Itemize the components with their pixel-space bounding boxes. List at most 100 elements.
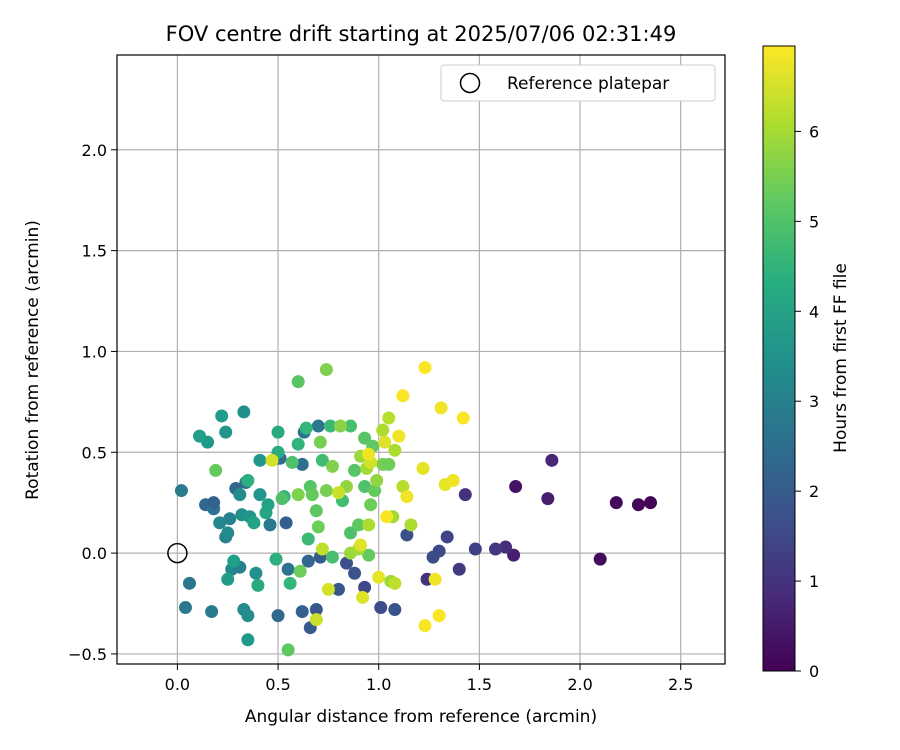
data-point	[593, 552, 607, 566]
data-point	[291, 437, 305, 451]
data-point	[215, 409, 229, 423]
data-point	[263, 518, 277, 532]
data-point	[333, 419, 347, 433]
data-point	[331, 486, 345, 500]
scatter-points	[174, 361, 658, 657]
colorbar-label: Hours from first FF file	[831, 263, 851, 453]
data-point	[251, 578, 265, 592]
data-point	[344, 419, 358, 433]
data-point	[340, 556, 354, 570]
data-point	[285, 455, 299, 469]
data-point	[416, 461, 430, 475]
data-point	[207, 496, 221, 510]
x-tick-label: 1.5	[467, 675, 492, 694]
data-point	[541, 492, 555, 506]
data-point	[376, 423, 390, 437]
data-point	[631, 498, 645, 512]
data-point	[301, 554, 315, 568]
x-axis-ticks: 0.0 0.5 1.0 1.5 2.0 2.5	[165, 664, 693, 694]
data-point	[265, 453, 279, 467]
colorbar-tick-label: 2	[809, 482, 819, 501]
data-point	[358, 431, 372, 445]
data-point	[309, 504, 323, 518]
data-point	[356, 590, 370, 604]
x-tick-label: 0.0	[165, 675, 190, 694]
y-tick-label: 1.5	[82, 242, 107, 261]
data-point	[219, 425, 233, 439]
data-point	[352, 518, 366, 532]
data-point	[241, 609, 255, 623]
data-point	[275, 492, 289, 506]
y-axis-label: Rotation from reference (arcmin)	[23, 220, 43, 500]
plot-frame	[116, 54, 726, 665]
data-point	[545, 453, 559, 467]
colorbar-tick-label: 0	[809, 662, 819, 681]
data-point	[271, 425, 285, 439]
data-point	[227, 554, 241, 568]
data-point	[309, 613, 323, 627]
data-point	[396, 480, 410, 494]
data-point	[370, 473, 384, 487]
reference-marker	[167, 542, 188, 564]
legend-label: Reference platepar	[507, 74, 669, 94]
data-point	[458, 488, 472, 502]
data-point	[378, 435, 392, 449]
data-point	[313, 435, 327, 449]
data-point	[241, 473, 255, 487]
data-point	[293, 564, 307, 578]
y-tick-label: 0.5	[82, 443, 107, 462]
data-point	[488, 542, 502, 556]
y-tick-label: −0.5	[68, 645, 107, 664]
data-point	[295, 605, 309, 619]
data-point	[507, 548, 521, 562]
data-point	[509, 480, 523, 494]
data-point	[428, 572, 442, 586]
data-point	[426, 550, 440, 564]
colorbar-ticks: 0 1 2 3 4 5 6	[795, 122, 819, 681]
data-point	[247, 516, 261, 530]
data-point	[301, 532, 315, 546]
data-point	[221, 526, 235, 540]
legend-box	[440, 64, 716, 102]
data-point	[209, 463, 223, 477]
data-point	[644, 496, 658, 510]
data-point	[213, 516, 227, 530]
data-point	[388, 603, 402, 617]
data-point	[362, 518, 376, 532]
data-point	[396, 389, 410, 403]
data-point	[315, 453, 329, 467]
data-point	[174, 484, 188, 498]
data-point	[315, 542, 329, 556]
colorbar-tick-label: 3	[809, 392, 819, 411]
data-point	[331, 582, 345, 596]
data-point	[269, 552, 283, 566]
x-axis-label: Angular distance from reference (arcmin)	[245, 707, 597, 727]
data-point	[193, 429, 207, 443]
data-point	[388, 576, 402, 590]
x-tick-label: 2.0	[567, 675, 592, 694]
legend: Reference platepar	[440, 64, 716, 102]
data-point	[362, 548, 376, 562]
data-point	[325, 459, 339, 473]
x-tick-label: 2.5	[668, 675, 693, 694]
data-point	[440, 530, 454, 544]
data-point	[418, 619, 432, 633]
data-point	[368, 484, 382, 498]
data-point	[499, 540, 513, 554]
data-point	[380, 510, 394, 524]
data-point	[205, 605, 219, 619]
data-point	[182, 576, 196, 590]
data-point	[237, 405, 251, 419]
x-tick-label: 1.0	[366, 675, 391, 694]
data-point	[283, 576, 297, 590]
data-point	[404, 518, 418, 532]
data-point	[249, 566, 263, 580]
data-point	[348, 463, 362, 477]
colorbar	[762, 45, 796, 672]
data-point	[392, 429, 406, 443]
data-point	[362, 447, 376, 461]
data-point	[253, 488, 267, 502]
data-point	[344, 526, 358, 540]
data-point	[325, 550, 339, 564]
